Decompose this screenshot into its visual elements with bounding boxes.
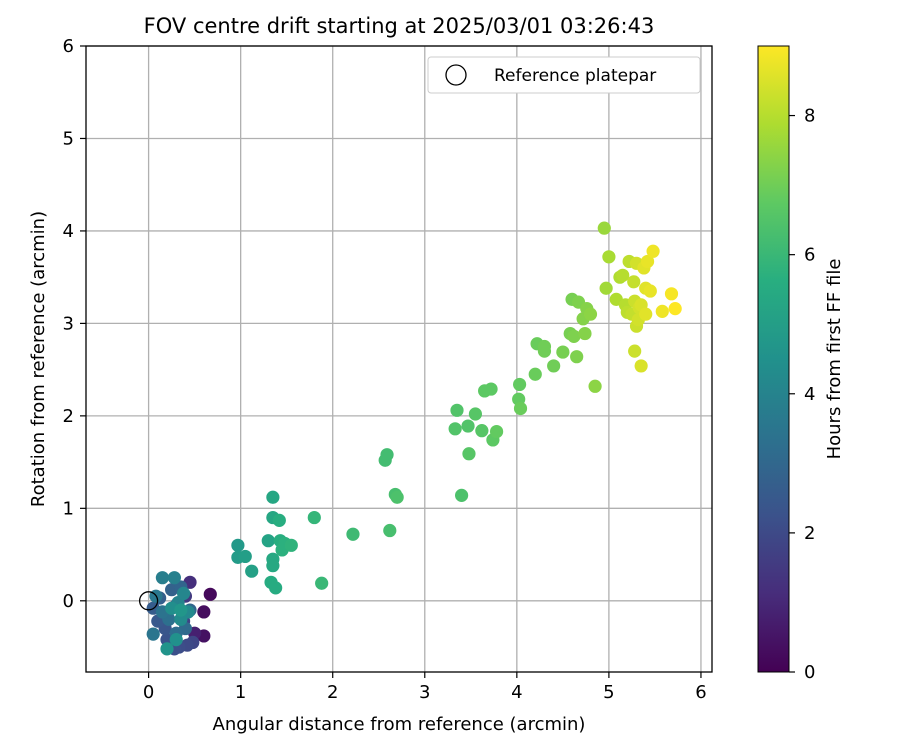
scatter-point (556, 345, 570, 359)
scatter-point (176, 586, 191, 601)
legend: Reference platepar (427, 56, 701, 94)
legend-marker-icon (445, 64, 467, 86)
scatter-point (616, 268, 630, 282)
scatter-point (307, 510, 321, 525)
scatter-point (169, 633, 183, 647)
scatter-point (167, 571, 181, 585)
scatter-point (512, 377, 527, 392)
scatter-point (197, 605, 211, 619)
y-tick-label: 0 (63, 591, 74, 612)
scatter-point (315, 576, 329, 590)
scatter-point (266, 490, 280, 504)
colorbar-tick-label: 6 (804, 245, 815, 266)
colorbar-gradient (757, 45, 790, 673)
y-tick-label: 5 (63, 128, 74, 149)
scatter-point (583, 307, 598, 321)
scatter-point (203, 587, 217, 601)
scatter-point (628, 344, 642, 358)
scatter-point (160, 642, 174, 656)
scatter-point (570, 350, 584, 364)
y-tick-label: 1 (63, 498, 74, 519)
scatter-point (346, 527, 360, 541)
colorbar-ticks: 0 2 4 6 8 (789, 106, 815, 683)
scatter-point (578, 326, 592, 341)
x-axis-ticks: 0 1 2 3 4 5 6 (143, 672, 707, 703)
colorbar-label: Hours from first FF file (824, 259, 845, 460)
scatter-point (174, 603, 188, 617)
scatter-point (146, 627, 160, 641)
legend-label: Reference platepar (494, 66, 656, 86)
x-tick-label: 4 (511, 682, 522, 703)
scatter-point (528, 367, 542, 381)
reference-marker (138, 591, 159, 611)
scatter-point (639, 307, 653, 321)
scatter-point (668, 302, 682, 316)
scatter-point (245, 564, 259, 578)
scatter-point (284, 538, 298, 552)
scatter-point (390, 490, 404, 504)
x-tick-label: 5 (603, 682, 614, 703)
scatter-point (655, 304, 669, 318)
scatter-point (380, 448, 394, 462)
scatter-point (266, 559, 280, 573)
y-tick-label: 4 (63, 221, 74, 242)
scatter-point (450, 403, 464, 417)
scatter-point (664, 287, 679, 301)
scatter-point (646, 244, 660, 258)
scatter-point (155, 571, 170, 585)
scatter-point (475, 424, 489, 438)
colorbar-tick-label: 4 (804, 384, 815, 405)
scatter-point (468, 407, 483, 421)
scatter-point (174, 612, 188, 626)
scatter-point (383, 523, 397, 538)
y-axis-label: Rotation from reference (arcmin) (28, 211, 49, 507)
y-axis-ticks: 0 1 2 3 4 5 6 (63, 36, 86, 612)
colorbar-tick-label: 8 (804, 106, 815, 127)
scatter-point (640, 254, 655, 269)
x-tick-label: 1 (235, 682, 246, 703)
scatter-point (489, 424, 504, 439)
scatter-point (599, 281, 613, 295)
x-tick-label: 2 (327, 682, 338, 703)
scatter-point (634, 359, 648, 373)
scatter-point (160, 633, 174, 647)
scatter-point (588, 379, 602, 393)
scatter-point (448, 422, 462, 436)
y-tick-label: 6 (63, 36, 74, 57)
scatter-point (484, 382, 498, 396)
scatter-point (461, 419, 475, 433)
x-tick-label: 3 (419, 682, 430, 703)
colorbar-tick-label: 2 (804, 523, 815, 544)
scatter-point (567, 329, 581, 343)
scatter-point (537, 344, 552, 358)
scatter-point (547, 359, 561, 373)
x-tick-label: 0 (143, 682, 154, 703)
y-tick-label: 2 (63, 406, 74, 427)
scatter-point (597, 221, 611, 235)
scatter-point (455, 488, 469, 502)
scatter-point (643, 284, 657, 298)
scatter-point (272, 513, 286, 527)
plot-frame (85, 45, 713, 673)
scatter-point (627, 275, 641, 289)
scatter-point (238, 549, 252, 564)
scatter-point (602, 250, 616, 264)
legend-box (427, 56, 701, 94)
x-tick-label: 6 (695, 682, 706, 703)
reference-marker-layer (138, 591, 159, 611)
x-axis-label: Angular distance from reference (arcmin) (213, 714, 586, 735)
scatter-point (462, 447, 476, 461)
scatter-point (261, 534, 275, 548)
y-tick-label: 3 (63, 313, 74, 334)
scatter-point (269, 581, 283, 595)
colorbar-tick-label: 0 (804, 662, 815, 683)
colorbar: 0 2 4 6 8 Hours from first FF file (757, 45, 845, 683)
scatter-point (513, 401, 528, 416)
chart-title: FOV centre drift starting at 2025/03/01 … (144, 14, 655, 38)
scatter-points (146, 221, 682, 656)
scatter-point (231, 538, 245, 552)
